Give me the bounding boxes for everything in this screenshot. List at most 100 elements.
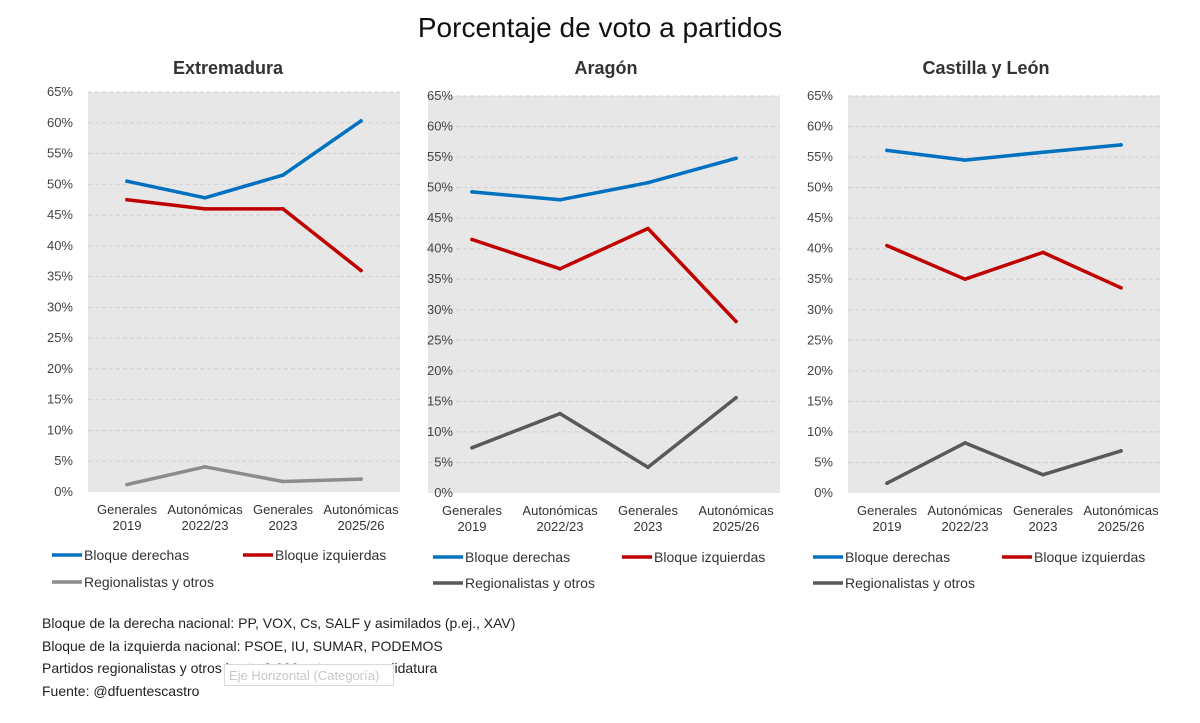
y-tick-label: 50% [47, 176, 73, 191]
data-point [125, 179, 129, 184]
note-derecha: Bloque de la derecha nacional: PP, VOX, … [42, 615, 516, 631]
y-tick-label: 15% [807, 393, 833, 408]
y-tick-label: 35% [807, 271, 833, 286]
x-tick-label: Autonómicas 2025/26 [698, 503, 774, 534]
y-tick-label: 0% [814, 485, 833, 500]
panel-title: Castilla y León [922, 58, 1049, 78]
data-point [359, 477, 363, 481]
data-point [963, 277, 967, 282]
x-tick-label: Autonómicas 2022/23 [167, 502, 243, 533]
y-tick-label: 30% [427, 302, 453, 317]
y-tick-label: 15% [427, 393, 453, 408]
data-point [281, 173, 285, 177]
plot-area [848, 96, 1160, 493]
y-tick-label: 40% [807, 241, 833, 256]
x-tick-label: Generales 2019 [442, 503, 502, 534]
data-point [125, 197, 129, 202]
data-point [1041, 250, 1045, 255]
data-point [1041, 150, 1045, 154]
data-point [359, 119, 363, 123]
main-title: Porcentaje de voto a partidos [417, 12, 783, 43]
y-tick-label: 55% [47, 146, 73, 161]
x-tick-label: Autonómicas 2022/23 [927, 503, 1003, 534]
y-tick-label: 45% [427, 210, 453, 225]
y-tick-label: 20% [47, 361, 73, 376]
y-tick-label: 0% [54, 484, 73, 499]
data-point [470, 446, 474, 450]
series-line-bloque-izquierdas [125, 197, 363, 273]
chart-1: 0% 5% 10% 15% 20% 25% 30% 35% 40% 45% 50% 55% 60% 65%… [427, 58, 780, 591]
x-tick-label: Generales 2023 [1013, 503, 1073, 534]
data-point [646, 226, 650, 231]
data-point [470, 237, 474, 242]
data-point [885, 481, 889, 486]
data-point [558, 411, 562, 416]
data-point [734, 395, 738, 400]
legend-label: Regionalistas y otros [84, 574, 214, 590]
y-tick-label: 40% [427, 241, 453, 256]
note-izquierda: Bloque de la izquierda nacional: PSOE, I… [42, 637, 443, 654]
data-point [646, 465, 650, 470]
y-tick-label: 55% [807, 149, 833, 164]
y-tick-label: 50% [427, 180, 453, 195]
series-line-regionalistas-y-otros [885, 441, 1123, 485]
y-tick-label: 65% [47, 84, 73, 99]
data-point [1119, 449, 1123, 453]
data-point [203, 464, 207, 469]
legend-label: Bloque derechas [465, 549, 570, 565]
x-tick-label: Generales 2019 [97, 502, 157, 533]
series-line-bloque-izquierdas [885, 243, 1123, 290]
data-point [558, 267, 562, 271]
panel-title: Extremadura [173, 58, 284, 78]
y-tick-label: 35% [47, 269, 73, 284]
y-tick-label: 45% [47, 207, 73, 222]
data-point [734, 156, 738, 161]
data-point [558, 198, 562, 202]
y-tick-label: 30% [807, 302, 833, 317]
data-point [359, 268, 363, 273]
data-point [281, 479, 285, 484]
y-tick-label: 60% [807, 119, 833, 134]
y-tick-label: 60% [427, 119, 453, 134]
x-tick-label: Autonómicas 2022/23 [522, 503, 598, 534]
y-tick-label: 25% [807, 332, 833, 347]
data-point [963, 441, 967, 445]
data-point [885, 148, 889, 153]
data-point [125, 482, 129, 487]
y-tick-label: 10% [427, 424, 453, 439]
axis-tooltip: Eje Horizontal (Categoría) [224, 664, 394, 686]
chart-0: 0% 5% 10% 15% 20% 25% 30% 35% 40% 45% 50% 55% 60% 65%… [47, 58, 400, 590]
legend-label: Bloque derechas [84, 547, 189, 563]
data-point [203, 207, 207, 211]
data-point [1041, 472, 1045, 477]
x-tick-label: Generales 2023 [253, 502, 313, 533]
series-line-bloque-derechas [125, 119, 363, 200]
y-tick-label: 20% [427, 363, 453, 378]
data-point [646, 180, 650, 185]
y-tick-label: 45% [807, 210, 833, 225]
y-tick-label: 40% [47, 238, 73, 253]
y-tick-label: 5% [814, 454, 833, 469]
data-point [963, 158, 967, 162]
y-tick-label: 65% [427, 88, 453, 103]
y-tick-label: 60% [47, 115, 73, 130]
y-tick-label: 5% [54, 453, 73, 468]
y-tick-label: 50% [807, 180, 833, 195]
legend-label: Regionalistas y otros [465, 575, 595, 591]
legend-label: Bloque izquierdas [275, 547, 386, 563]
data-point [885, 243, 889, 248]
y-tick-label: 5% [434, 454, 453, 469]
y-tick-label: 55% [427, 149, 453, 164]
series-line-bloque-derechas [470, 156, 738, 202]
plot-area [88, 92, 400, 492]
series-line-regionalistas-y-otros [125, 465, 363, 487]
y-tick-label: 30% [47, 299, 73, 314]
y-tick-label: 0% [434, 485, 453, 500]
y-tick-label: 10% [47, 422, 73, 437]
data-point [1119, 143, 1123, 147]
x-tick-label: Generales 2023 [618, 503, 678, 534]
chart-2: 0% 5% 10% 15% 20% 25% 30% 35% 40% 45% 50% 55% 60% 65%… [807, 58, 1160, 591]
series-line-bloque-izquierdas [470, 226, 738, 324]
y-tick-label: 20% [807, 363, 833, 378]
